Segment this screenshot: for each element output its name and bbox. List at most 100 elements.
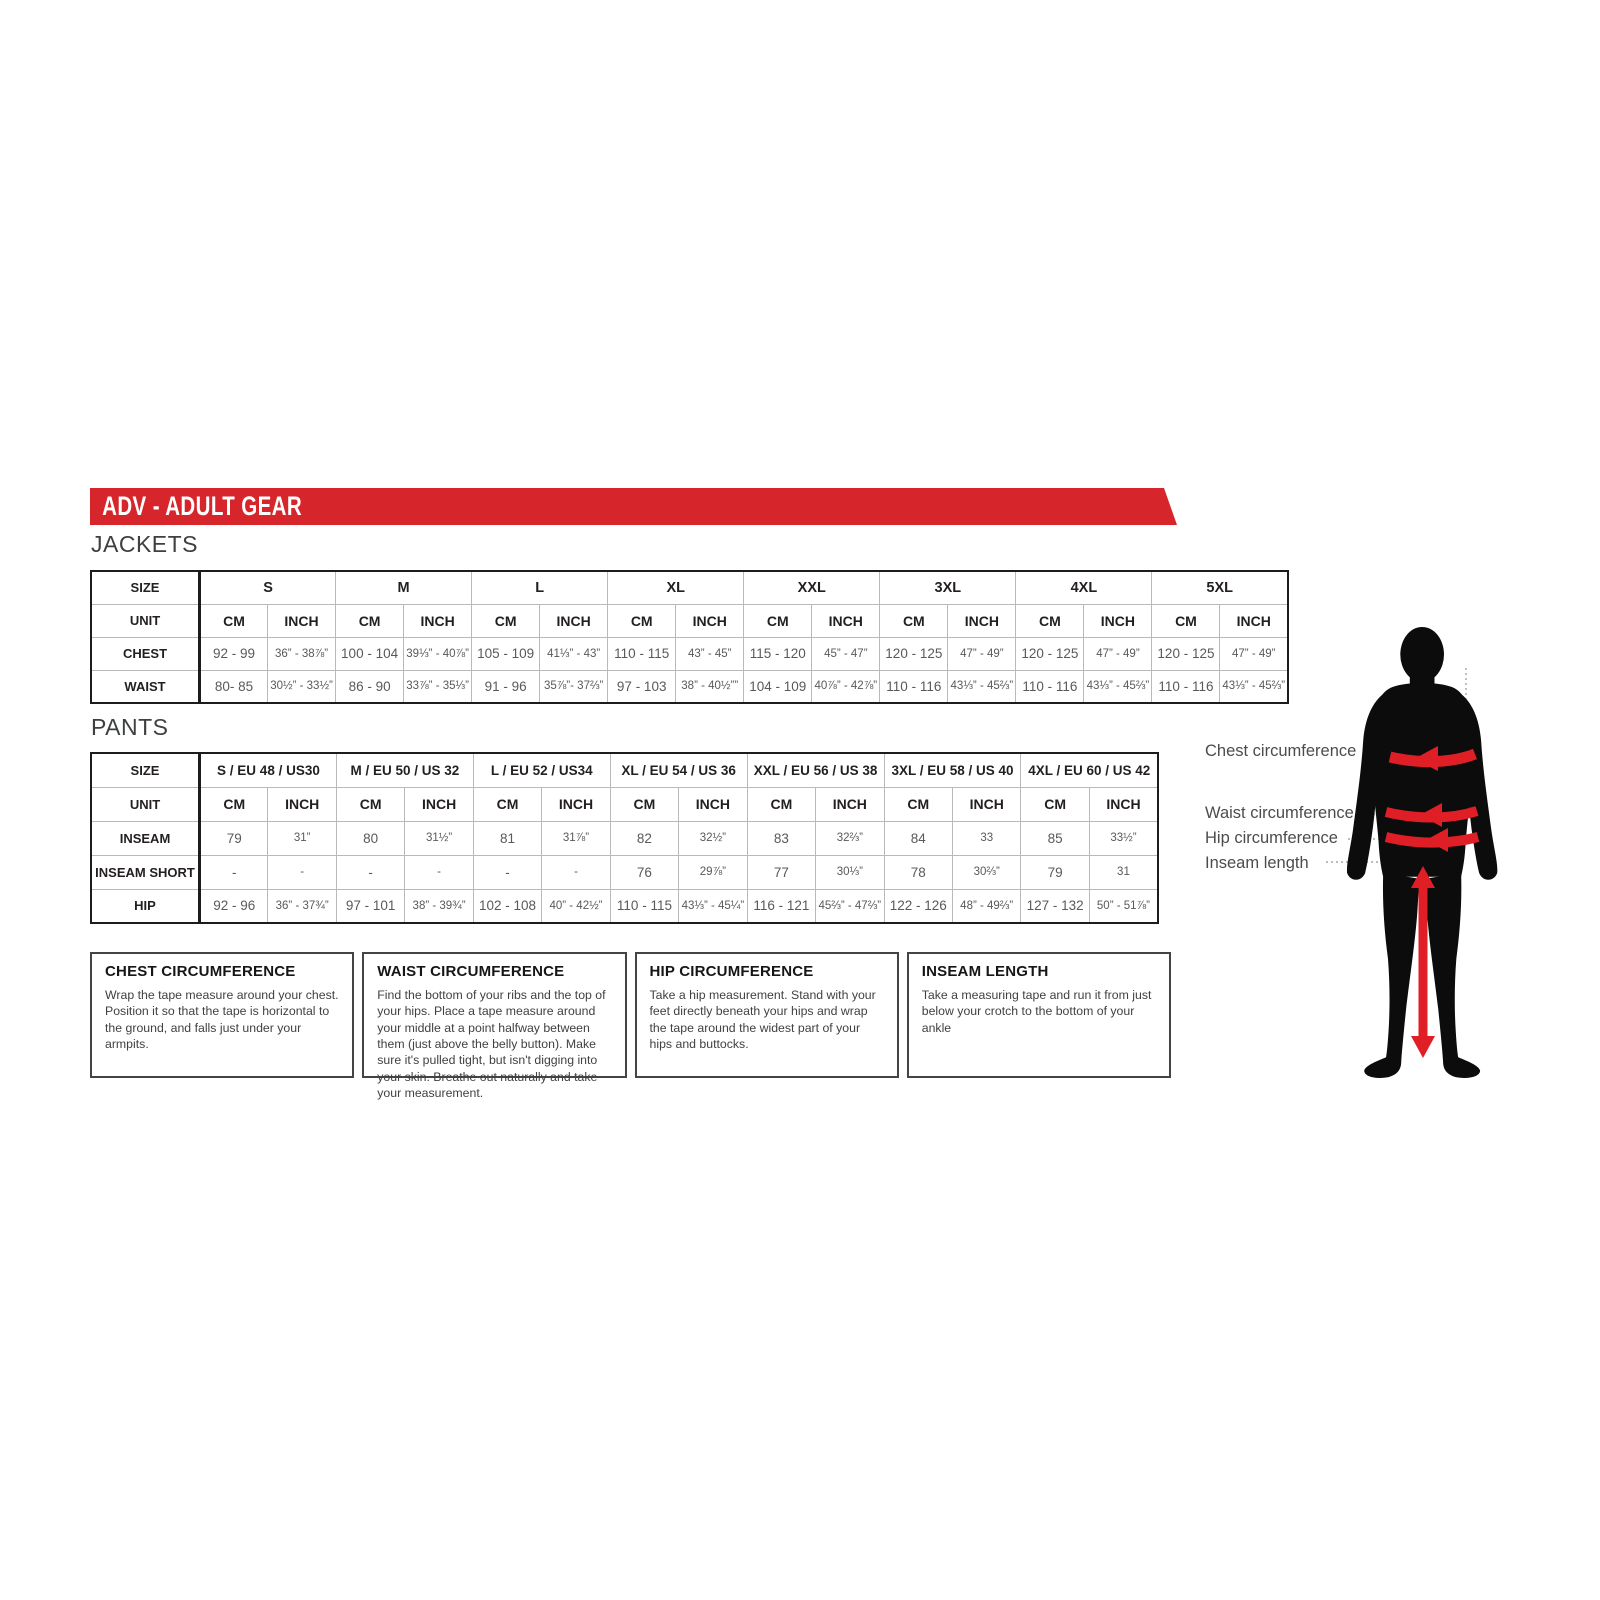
- inch-value-cell: 40” - 42½”: [541, 888, 611, 924]
- size-header-6: 4XL / EU 60 / US 42: [1020, 752, 1159, 788]
- diagram-label-chest: Chest circumference: [1205, 742, 1357, 760]
- cm-value-cell: 83: [746, 820, 817, 856]
- inch-value-cell: 43⅓” - 45⅔”: [947, 669, 1017, 704]
- size-header-5: 3XL / EU 58 / US 40: [883, 752, 1022, 788]
- silhouette-torso: [1371, 683, 1473, 877]
- inch-value-cell: 32½”: [678, 820, 748, 856]
- size-row-label: SIZE: [90, 752, 201, 788]
- cm-value-cell: 91 - 96: [471, 669, 541, 704]
- cm-unit-header: CM: [743, 603, 813, 638]
- hip-instruction-card: HIP CIRCUMFERENCE Take a hip measurement…: [634, 952, 899, 1078]
- inch-value-cell: 35⅞”- 37⅔”: [539, 669, 609, 704]
- silhouette-head: [1400, 626, 1444, 683]
- cm-value-cell: 100 - 104: [335, 636, 405, 671]
- waist-instruction-card: WAIST CIRCUMFERENCE Find the bottom of y…: [362, 952, 627, 1100]
- inch-value-cell: 30½” - 33½”: [267, 669, 337, 704]
- cm-unit-header: CM: [609, 786, 680, 822]
- jackets-size-table: SIZE S M L XL XXL 3XL 4XL 5XL UNIT CM INCH CM INCH CM I…: [90, 570, 1289, 704]
- inch-value-cell: 39⅓” - 40⅞”: [403, 636, 473, 671]
- row-label: INSEAM SHORT: [90, 854, 201, 890]
- measurement-arrows: [1384, 746, 1480, 1058]
- cm-unit-header: CM: [198, 603, 269, 638]
- cm-unit-header: CM: [607, 603, 677, 638]
- instruction-body: Wrap the tape measure around your chest.…: [105, 988, 339, 1052]
- size-header-2: L / EU 52 / US34: [472, 752, 611, 788]
- size-header-7: 5XL: [1151, 570, 1289, 605]
- cm-value-cell: -: [472, 854, 543, 890]
- inch-value-cell: 31½”: [404, 820, 474, 856]
- diagram-label-inseam: Inseam length: [1205, 854, 1309, 872]
- cm-value-cell: 115 - 120: [743, 636, 813, 671]
- inch-value-cell: 29⅞”: [678, 854, 748, 890]
- cm-unit-header: CM: [746, 786, 817, 822]
- cm-value-cell: 79: [1020, 854, 1090, 890]
- cm-value-cell: 97 - 101: [335, 888, 406, 924]
- chest-arrow-icon: [1414, 746, 1438, 771]
- inch-unit-header: INCH: [947, 603, 1017, 638]
- cm-value-cell: 78: [883, 854, 953, 890]
- cm-value-cell: 92 - 99: [198, 636, 269, 671]
- inch-unit-header: INCH: [815, 786, 885, 822]
- cm-unit-header: CM: [879, 603, 949, 638]
- inch-value-cell: 38” - 40½””: [675, 669, 745, 704]
- section-label-jackets: JACKETS: [91, 531, 199, 557]
- pants-size-table: SIZE S / EU 48 / US30 M / EU 50 / US 32 L /…: [90, 752, 1159, 924]
- instruction-title: CHEST CIRCUMFERENCE: [105, 963, 296, 980]
- inch-value-cell: 36” - 37¾”: [267, 888, 337, 924]
- measurement-diagram: Chest circumference Waist circumference …: [1180, 618, 1535, 1114]
- instruction-body: Take a measuring tape and run it from ju…: [921, 988, 1152, 1035]
- cm-unit-header: CM: [198, 786, 269, 822]
- cm-value-cell: 77: [746, 854, 817, 890]
- cm-value-cell: 122 - 126: [883, 888, 953, 924]
- cm-value-cell: 120 - 125: [879, 636, 949, 671]
- row-label: HIP: [90, 888, 201, 924]
- inch-value-cell: 33: [951, 820, 1022, 856]
- inch-unit-header: INCH: [403, 603, 473, 638]
- inch-unit-header: INCH: [267, 786, 337, 822]
- cm-value-cell: 110 - 116: [879, 669, 949, 704]
- cm-value-cell: 82: [609, 820, 680, 856]
- cm-unit-header: CM: [471, 603, 541, 638]
- cm-value-cell: 105 - 109: [471, 636, 541, 671]
- unit-row-label: UNIT: [90, 786, 201, 822]
- inch-value-cell: 41⅓” - 43”: [539, 636, 609, 671]
- inch-value-cell: 47” - 49”: [947, 636, 1017, 671]
- size-header-1: M: [335, 570, 473, 605]
- silhouette-right-arm: [1459, 692, 1498, 880]
- inseam-arrow-up-icon: [1411, 866, 1435, 888]
- row-label: CHEST: [90, 636, 201, 671]
- row-label: WAIST: [90, 669, 201, 704]
- inch-value-cell: 30⅓”: [815, 854, 885, 890]
- inch-value-cell: 33½”: [1088, 820, 1159, 856]
- size-header-4: XXL: [743, 570, 881, 605]
- inch-value-cell: 48” - 49⅔”: [951, 888, 1022, 924]
- unit-row-label: UNIT: [90, 603, 201, 638]
- cm-value-cell: 110 - 116: [1015, 669, 1085, 704]
- size-row-label: SIZE: [90, 570, 201, 605]
- size-header-6: 4XL: [1015, 570, 1153, 605]
- cm-value-cell: 85: [1020, 820, 1090, 856]
- waist-arrow-icon: [1420, 803, 1442, 827]
- inch-value-cell: 50” - 51⅞”: [1088, 888, 1159, 924]
- size-header-1: M / EU 50 / US 32: [335, 752, 474, 788]
- inch-value-cell: 31”: [267, 820, 337, 856]
- cm-value-cell: 80: [335, 820, 406, 856]
- size-header-3: XL: [607, 570, 745, 605]
- silhouette-left-leg: [1364, 873, 1420, 1078]
- instruction-title: HIP CIRCUMFERENCE: [649, 963, 814, 980]
- inch-value-cell: 38” - 39¾”: [404, 888, 474, 924]
- inch-value-cell: 33⅞” - 35⅓”: [403, 669, 473, 704]
- inseam-arrow-down-icon: [1411, 1036, 1435, 1058]
- inch-unit-header: INCH: [811, 603, 881, 638]
- inch-value-cell: -: [541, 854, 611, 890]
- inch-value-cell: -: [267, 854, 337, 890]
- size-header-0: S: [198, 570, 337, 605]
- banner: ADV - ADULT GEAR: [90, 488, 1177, 525]
- inch-value-cell: 31: [1088, 854, 1159, 890]
- cm-value-cell: 79: [198, 820, 269, 856]
- cm-value-cell: 80- 85: [198, 669, 269, 704]
- row-label: INSEAM: [90, 820, 201, 856]
- inch-unit-header: INCH: [541, 786, 611, 822]
- inch-value-cell: 43⅓” - 45⅔”: [1083, 669, 1153, 704]
